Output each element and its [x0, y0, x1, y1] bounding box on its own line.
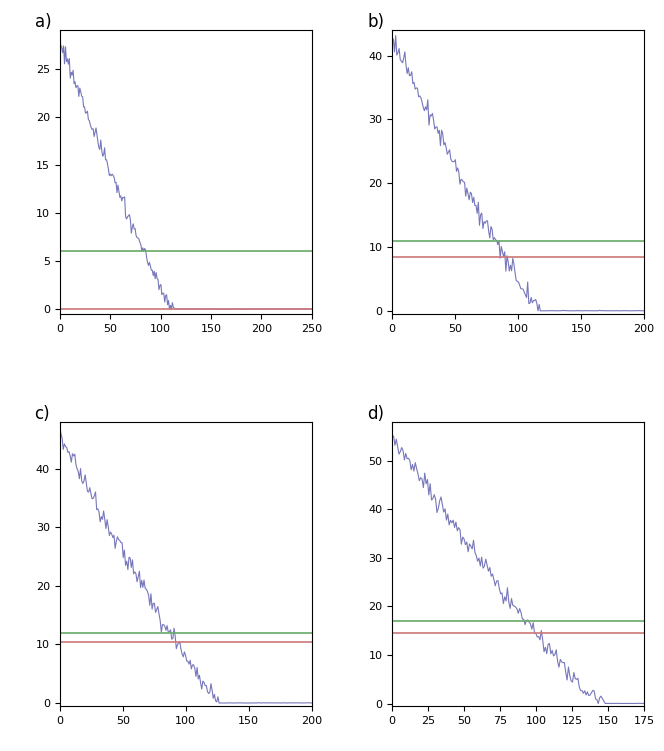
Text: d): d) — [367, 405, 384, 423]
Text: a): a) — [35, 13, 51, 31]
Text: b): b) — [367, 13, 384, 31]
Text: c): c) — [35, 405, 50, 423]
